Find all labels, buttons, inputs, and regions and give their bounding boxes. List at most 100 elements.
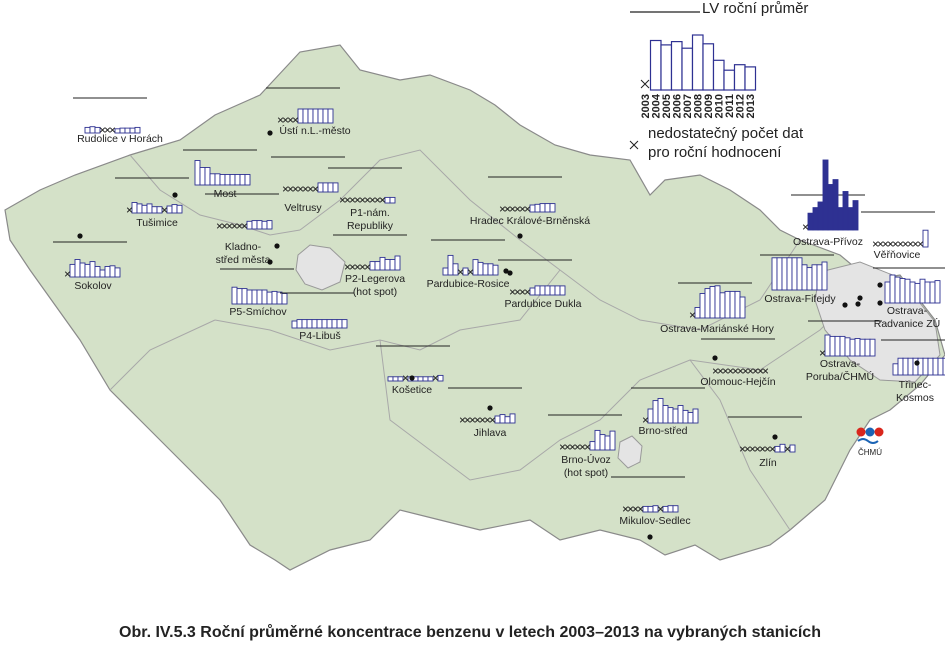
station-dot <box>772 434 778 440</box>
missing-mark <box>241 223 248 229</box>
bar <box>281 293 288 305</box>
station-name: Republiky <box>347 220 394 232</box>
missing-mark <box>359 197 366 203</box>
bar <box>384 196 391 204</box>
bar <box>774 445 781 453</box>
station: Pardubice-Rosice <box>427 239 510 290</box>
bar <box>492 264 499 276</box>
station-name: střed města <box>216 254 271 266</box>
bar <box>811 264 818 291</box>
station-name: Jihlava <box>474 427 507 439</box>
station: P2-Legerova(hot spot) <box>267 234 407 298</box>
bar <box>801 264 808 291</box>
bar <box>806 267 813 291</box>
missing-mark <box>282 117 289 123</box>
legend-year: 2013 <box>745 94 757 118</box>
bar <box>387 376 394 382</box>
station-name: Mikulov-Sedlec <box>619 515 690 527</box>
station-name: Hradec Králové-Brněnská <box>470 215 590 227</box>
bar <box>312 108 319 124</box>
country-outline <box>4 44 945 571</box>
bar <box>922 357 929 376</box>
bar <box>652 400 659 424</box>
bar <box>692 408 699 424</box>
missing-mark <box>379 197 386 203</box>
bar <box>781 257 788 291</box>
station-name: Kosmos <box>896 392 934 404</box>
bar <box>534 285 541 296</box>
station-name: Poruba/ČHMÚ <box>806 370 874 383</box>
bar <box>302 108 309 124</box>
legend-bar <box>691 34 704 91</box>
bar <box>529 204 536 213</box>
legend-bar <box>712 59 725 91</box>
station-name: Brno-Úvoz <box>561 453 611 466</box>
bar <box>397 376 404 382</box>
bar <box>929 281 936 304</box>
bar <box>472 259 479 276</box>
bar <box>907 357 914 376</box>
bar <box>229 174 236 186</box>
station-name: Olomouc-Hejčín <box>700 376 775 388</box>
missing-mark <box>754 446 761 452</box>
station-name: Veltrusy <box>284 202 322 214</box>
missing-mark <box>917 241 924 247</box>
station-name: Ústí n.L.-město <box>279 124 350 137</box>
bar <box>236 288 243 305</box>
bar <box>844 337 851 357</box>
missing-mark <box>292 186 299 192</box>
legend-bar <box>723 69 736 91</box>
station: Olomouc-Hejčín <box>700 338 776 388</box>
bar <box>331 319 338 329</box>
bar <box>241 288 248 305</box>
bar <box>917 357 924 376</box>
bar <box>859 338 866 357</box>
station-dot <box>857 295 863 301</box>
bar <box>266 291 273 305</box>
station-dot <box>267 130 273 136</box>
legend-year: 2004 <box>651 93 663 118</box>
bar <box>317 108 324 124</box>
bar <box>301 319 308 329</box>
bar <box>494 415 501 424</box>
missing-mark <box>642 417 649 423</box>
missing-mark <box>802 224 809 230</box>
missing-mark <box>354 197 361 203</box>
station: Ostrava-Radvanice ZÚ <box>873 267 945 330</box>
station: Ostrava-Mariánské Hory <box>660 282 775 335</box>
legend-year: 2003 <box>640 94 652 118</box>
bar <box>224 174 231 186</box>
bar <box>839 335 846 357</box>
bar <box>889 274 896 304</box>
caption: Obr. IV.5.3 Roční průměrné koncentrace b… <box>119 624 821 641</box>
missing-mark <box>752 368 759 374</box>
legend-bar <box>670 40 683 91</box>
bar <box>934 280 941 304</box>
station: Ostrava-Přívoz <box>791 159 865 301</box>
bar <box>837 207 844 231</box>
bar <box>261 289 268 305</box>
missing-mark <box>369 197 376 203</box>
bar <box>244 174 251 186</box>
missing-mark <box>469 417 476 423</box>
bar <box>239 174 246 186</box>
missing-mark <box>277 117 284 123</box>
station: Ostrava-Fifejdy <box>760 254 861 307</box>
bar <box>297 108 304 124</box>
missing-mark <box>584 444 591 450</box>
bar <box>69 263 76 278</box>
station: Ostrava-Poruba/ČHMÚ <box>806 302 882 383</box>
station-name: Ostrava-Fifejdy <box>764 293 836 305</box>
bar <box>642 505 649 513</box>
bar <box>786 257 793 291</box>
legend-year: 2008 <box>693 94 705 118</box>
bar <box>322 108 329 124</box>
bar <box>559 285 566 296</box>
bar <box>326 319 333 329</box>
prague-area <box>295 244 346 291</box>
bar <box>94 126 101 134</box>
bar <box>251 220 258 230</box>
missing-mark <box>354 264 361 270</box>
bar <box>854 338 861 357</box>
